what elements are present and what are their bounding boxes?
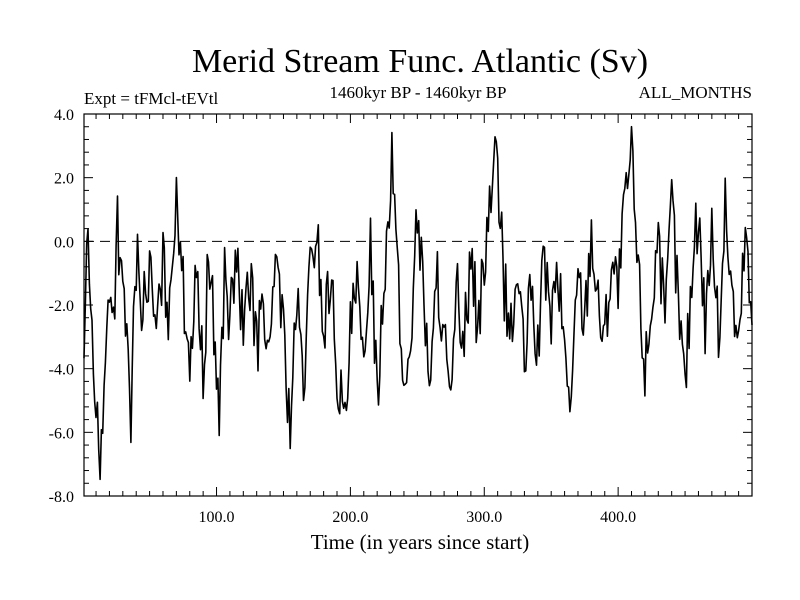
data-series-line [83, 125, 753, 481]
y-tick-label: -6.0 [49, 425, 74, 442]
chart-title: Merid Stream Func. Atlantic (Sv) [192, 43, 648, 80]
x-axis-ticks: 100.0 200.0 300.0 400.0 [95, 114, 740, 526]
x-axis-label: Time (in years since start) [311, 530, 530, 554]
x-tick-label: 400.0 [600, 509, 636, 526]
x-tick-label: 100.0 [199, 509, 235, 526]
y-tick-label: 2.0 [54, 171, 74, 188]
chart-subtitle-left: Expt = tFMcl-tEVtl [84, 89, 219, 108]
y-tick-label: 4.0 [54, 107, 74, 124]
plot-frame [83, 113, 753, 497]
x-tick-label: 200.0 [332, 509, 368, 526]
y-tick-label: -8.0 [49, 489, 74, 506]
y-tick-label: -2.0 [49, 298, 74, 315]
y-tick-label: 0.0 [54, 234, 74, 251]
y-tick-label: -4.0 [49, 362, 74, 379]
chart-subtitle-center: 1460kyr BP - 1460kyr BP [330, 83, 507, 102]
y-axis-ticks: 4.0 2.0 0.0 -2.0 -4.0 -6.0 -8.0 [49, 107, 752, 506]
chart-subtitle-right: ALL_MONTHS [639, 83, 752, 102]
x-tick-label: 300.0 [466, 509, 502, 526]
